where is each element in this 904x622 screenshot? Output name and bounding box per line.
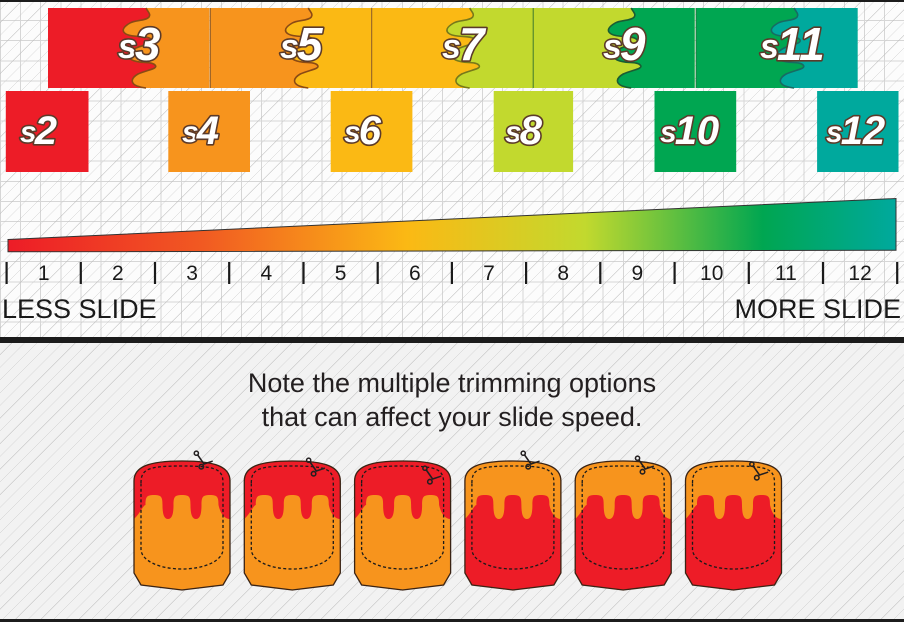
svg-text:MORE SLIDE: MORE SLIDE [734,294,901,324]
svg-text:12: 12 [848,262,871,285]
svg-text:s8: s8 [505,109,543,153]
svg-text:1: 1 [38,262,50,285]
svg-text:s10: s10 [660,109,719,153]
svg-text:LESS SLIDE: LESS SLIDE [2,294,157,324]
svg-text:s6: s6 [344,109,382,153]
svg-text:s2: s2 [20,109,57,153]
svg-text:11: 11 [775,262,797,285]
svg-text:9: 9 [632,262,644,285]
svg-text:s4: s4 [182,109,219,153]
svg-text:6: 6 [409,262,421,285]
svg-text:7: 7 [483,262,495,285]
svg-text:10: 10 [700,262,723,285]
svg-text:s12: s12 [826,109,885,153]
svg-text:2: 2 [112,262,124,285]
svg-text:5: 5 [335,262,347,285]
svg-text:3: 3 [186,262,198,285]
svg-text:4: 4 [261,262,273,285]
svg-text:8: 8 [557,262,569,285]
